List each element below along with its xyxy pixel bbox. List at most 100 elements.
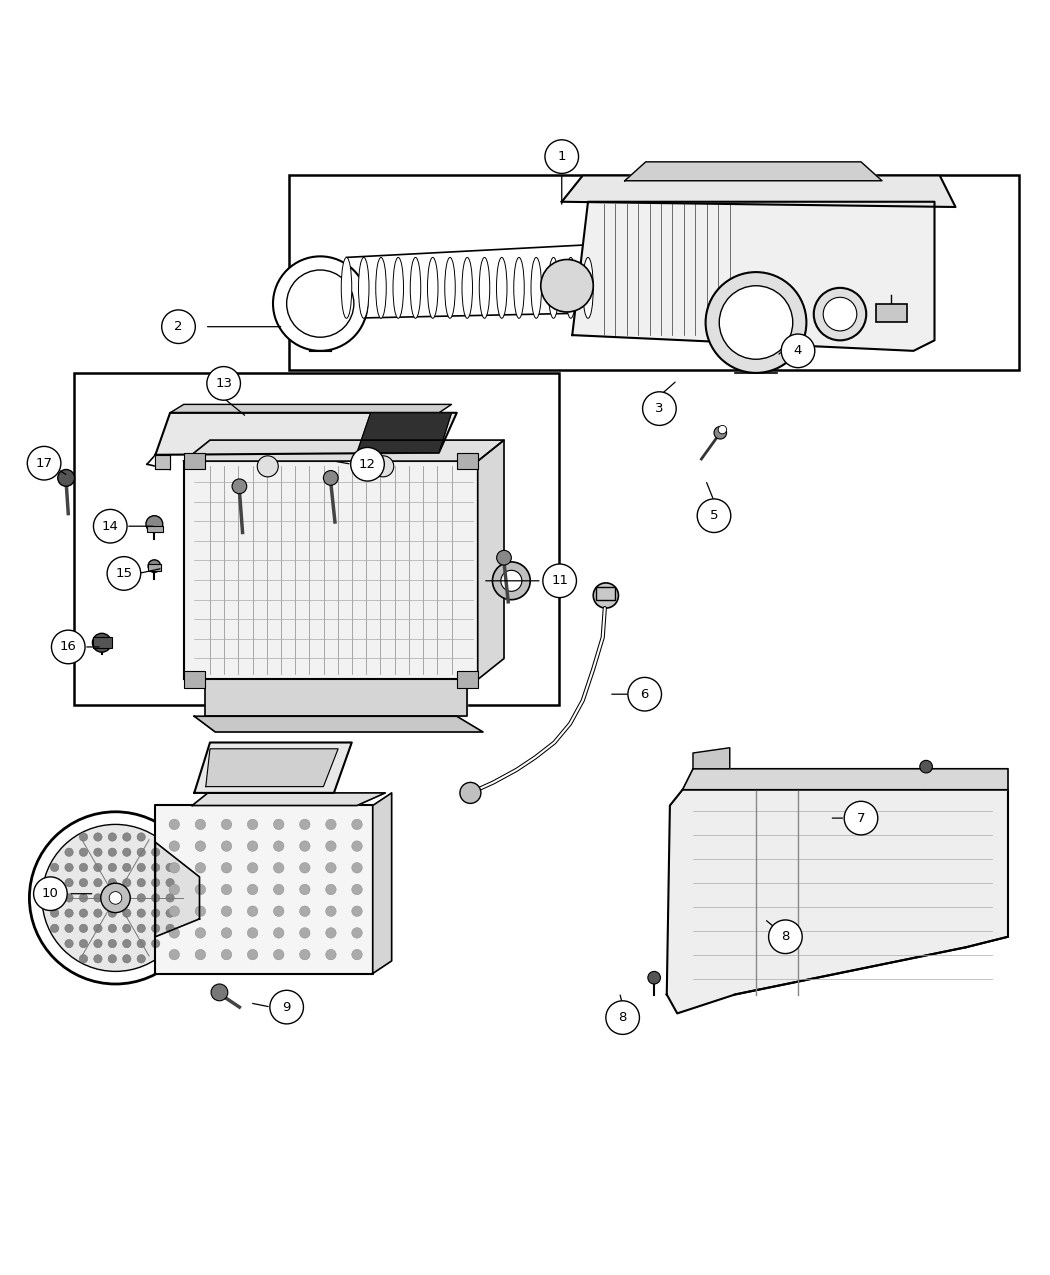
Circle shape	[151, 909, 160, 917]
Circle shape	[108, 909, 117, 917]
Circle shape	[166, 924, 174, 932]
Bar	[74, 372, 559, 705]
Circle shape	[27, 446, 61, 479]
Circle shape	[211, 984, 228, 1001]
Polygon shape	[206, 748, 338, 787]
Bar	[184, 671, 205, 688]
Polygon shape	[373, 793, 392, 974]
Circle shape	[222, 819, 232, 830]
Circle shape	[138, 894, 145, 903]
Ellipse shape	[548, 258, 559, 319]
Circle shape	[222, 950, 232, 960]
Text: 3: 3	[655, 402, 664, 416]
Circle shape	[326, 885, 336, 895]
Circle shape	[719, 286, 793, 360]
Text: 8: 8	[781, 931, 790, 944]
Polygon shape	[170, 404, 452, 413]
Circle shape	[195, 928, 206, 938]
Circle shape	[93, 894, 102, 903]
Circle shape	[352, 928, 362, 938]
Circle shape	[248, 885, 258, 895]
Circle shape	[151, 894, 160, 903]
Circle shape	[169, 928, 180, 938]
Circle shape	[162, 310, 195, 343]
Circle shape	[248, 863, 258, 873]
Circle shape	[169, 840, 180, 852]
Circle shape	[148, 560, 161, 572]
Circle shape	[166, 909, 174, 917]
Circle shape	[109, 891, 122, 904]
Circle shape	[352, 819, 362, 830]
Polygon shape	[357, 413, 452, 453]
Text: 5: 5	[710, 509, 718, 523]
Circle shape	[326, 950, 336, 960]
Circle shape	[326, 907, 336, 917]
Circle shape	[80, 894, 87, 903]
Circle shape	[169, 863, 180, 873]
Circle shape	[80, 940, 87, 947]
Bar	[289, 176, 1018, 370]
Circle shape	[232, 479, 247, 493]
Circle shape	[222, 840, 232, 852]
Circle shape	[58, 469, 75, 486]
Circle shape	[273, 256, 368, 351]
Circle shape	[146, 515, 163, 533]
Circle shape	[593, 583, 618, 608]
Circle shape	[123, 863, 131, 872]
Circle shape	[248, 840, 258, 852]
Polygon shape	[693, 747, 730, 769]
Ellipse shape	[566, 258, 576, 319]
Circle shape	[50, 909, 59, 917]
Circle shape	[543, 564, 576, 598]
Circle shape	[299, 907, 310, 917]
Circle shape	[80, 909, 87, 917]
Text: 9: 9	[282, 1001, 291, 1014]
Circle shape	[65, 878, 74, 887]
Circle shape	[643, 391, 676, 426]
Circle shape	[138, 924, 145, 932]
Circle shape	[138, 833, 145, 842]
Circle shape	[299, 840, 310, 852]
Circle shape	[50, 878, 59, 887]
Circle shape	[714, 426, 727, 439]
Circle shape	[65, 924, 74, 932]
Circle shape	[460, 783, 481, 803]
Polygon shape	[184, 440, 504, 462]
Circle shape	[781, 334, 815, 367]
Circle shape	[769, 921, 802, 954]
Circle shape	[273, 907, 284, 917]
Circle shape	[80, 878, 87, 887]
Circle shape	[123, 909, 131, 917]
Circle shape	[326, 928, 336, 938]
Circle shape	[93, 955, 102, 963]
Circle shape	[920, 760, 932, 773]
Polygon shape	[194, 717, 483, 732]
Ellipse shape	[497, 258, 507, 319]
Circle shape	[273, 950, 284, 960]
Circle shape	[299, 819, 310, 830]
Ellipse shape	[531, 258, 542, 319]
Circle shape	[138, 955, 145, 963]
Circle shape	[195, 907, 206, 917]
Circle shape	[151, 878, 160, 887]
Circle shape	[93, 878, 102, 887]
Circle shape	[169, 819, 180, 830]
Circle shape	[93, 863, 102, 872]
Circle shape	[697, 499, 731, 533]
Ellipse shape	[393, 258, 403, 319]
Circle shape	[606, 1001, 639, 1034]
Circle shape	[80, 848, 87, 857]
Text: 8: 8	[618, 1011, 627, 1024]
Circle shape	[93, 909, 102, 917]
Text: 4: 4	[794, 344, 802, 357]
Circle shape	[352, 863, 362, 873]
Circle shape	[93, 833, 102, 842]
Circle shape	[108, 955, 117, 963]
Circle shape	[151, 924, 160, 932]
Circle shape	[222, 907, 232, 917]
Polygon shape	[625, 162, 882, 181]
Circle shape	[80, 863, 87, 872]
Circle shape	[151, 848, 160, 857]
Circle shape	[29, 812, 202, 984]
Circle shape	[323, 470, 338, 486]
